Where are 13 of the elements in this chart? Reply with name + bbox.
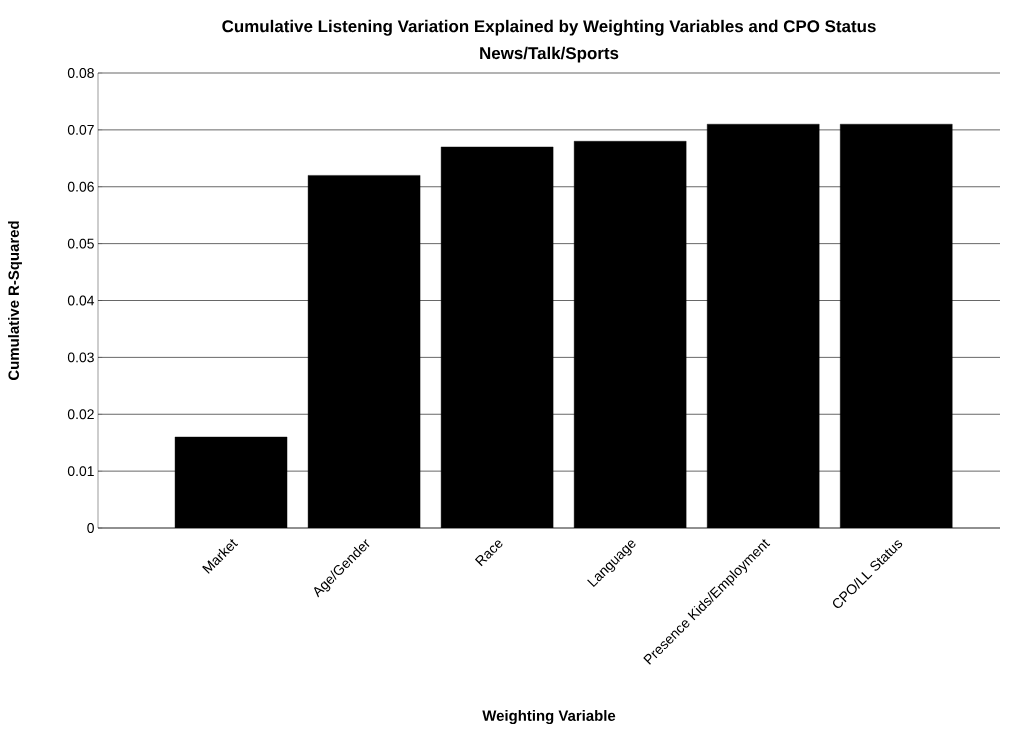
x-axis-title: Weighting Variable: [482, 710, 616, 724]
y-tick-label: 0.06: [67, 181, 94, 192]
y-tick-label: 0: [87, 523, 94, 533]
y-tick-label: 0.02: [67, 409, 94, 420]
y-tick-label: 0.05: [67, 238, 94, 249]
y-tick-label: 0.07: [67, 124, 94, 135]
chart-title: Cumulative Listening Variation Explained by Weighting Variables and CPO Status: [222, 19, 876, 36]
y-tick-label: 0.03: [67, 352, 94, 363]
y-tick-label: 0.01: [67, 466, 94, 477]
y-tick-label: 0.08: [67, 68, 94, 78]
y-axis-title: Cumulative R-Squared: [8, 221, 22, 381]
y-tick-label: 0.04: [67, 295, 95, 306]
chart-subtitle: News/Talk/Sports: [480, 46, 619, 63]
